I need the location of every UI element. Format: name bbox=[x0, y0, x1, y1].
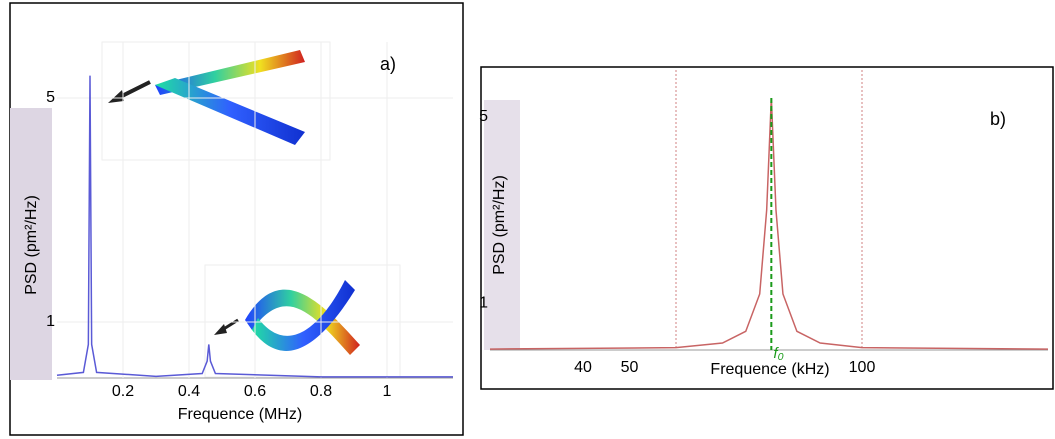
x-tick-label: 50 bbox=[621, 359, 639, 376]
x-tick-label: 0.4 bbox=[178, 383, 200, 400]
x-tick-label: 40 bbox=[574, 359, 592, 376]
y-tick-label: 1 bbox=[46, 313, 55, 330]
x-tick-label: 0.6 bbox=[244, 383, 266, 400]
x-tick-label: 0.8 bbox=[310, 383, 332, 400]
x-tick-label: 100 bbox=[849, 359, 876, 376]
x-axis-label: Frequence (kHz) bbox=[710, 361, 829, 378]
ylabel-bg bbox=[10, 108, 52, 380]
y-tick-label: 1 bbox=[479, 295, 488, 312]
y-tick-label: 5 bbox=[46, 89, 55, 106]
x-tick-label: 1 bbox=[383, 383, 392, 400]
series-line bbox=[56, 75, 453, 378]
x-axis-label: Frequence (MHz) bbox=[178, 406, 302, 423]
panel-label: a) bbox=[380, 54, 396, 74]
annotation: f₀ bbox=[773, 345, 784, 362]
y-axis-label: PSD (pm²/Hz) bbox=[491, 175, 508, 275]
panel-label: b) bbox=[990, 109, 1006, 129]
panel-b bbox=[480, 66, 1054, 390]
y-axis-label: PSD (pm²/Hz) bbox=[23, 195, 40, 295]
inset-mode2 bbox=[204, 264, 401, 378]
x-tick-label: 0.2 bbox=[112, 383, 134, 400]
ylabel-bg bbox=[484, 100, 520, 350]
y-tick-label: 5 bbox=[479, 108, 488, 125]
inset-mode1 bbox=[101, 41, 331, 161]
